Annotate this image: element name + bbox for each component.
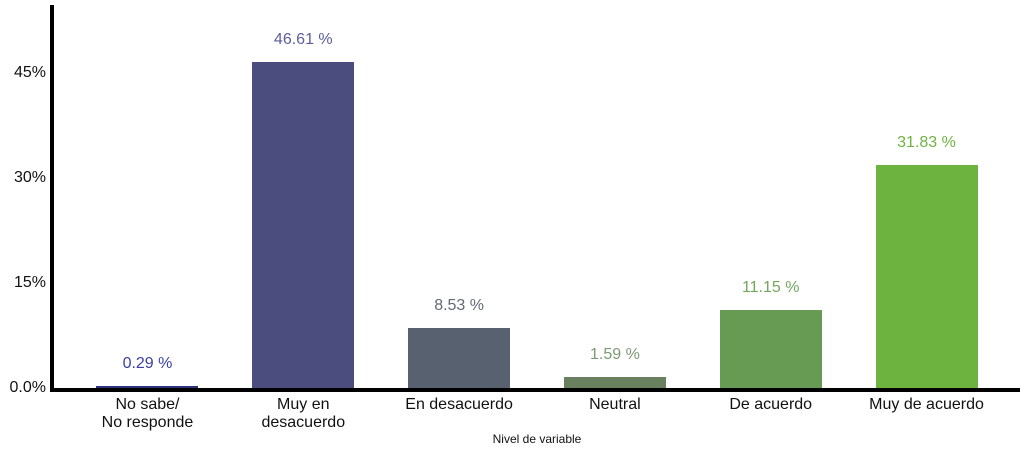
bar-value-label: 1.59 % [589, 345, 640, 363]
bar-value-label: 46.61 % [273, 30, 333, 48]
bar-neutral [563, 376, 666, 388]
x-category-label-line: desacuerdo [261, 414, 346, 431]
y-tick-label: 30% [13, 168, 46, 186]
y-tick-label: 15% [13, 273, 46, 291]
x-category-label-line: De acuerdo [729, 396, 813, 413]
x-category-label-line: No sabe/ [115, 396, 180, 413]
bar-value-label: 0.29 % [122, 354, 173, 372]
x-category-label-line: Muy de acuerdo [869, 396, 984, 413]
x-category-label-en-desacuerdo: En desacuerdo [381, 396, 537, 414]
y-tick-label: 45% [13, 63, 46, 81]
x-category-label-neutral: Neutral [537, 396, 693, 414]
x-category-label-de-acuerdo: De acuerdo [693, 396, 849, 414]
bar-muy-de-acuerdo [875, 165, 978, 388]
bar-value-label: 11.15 % [741, 278, 800, 296]
x-category-label-muy-en-desacuerdo: Muy en desacuerdo [225, 396, 381, 432]
x-category-label-line: En desacuerdo [405, 396, 513, 413]
x-category-label-line: Muy en [277, 396, 330, 413]
bar-no-sabe-no-responde [96, 385, 199, 388]
x-category-label-muy-de-acuerdo: Muy de acuerdo [849, 396, 1005, 414]
x-category-label-no-sabe-no-responde: No sabe/No responde [69, 396, 225, 432]
y-tick-label: 0.0% [9, 379, 46, 396]
bar-en-desacuerdo [408, 328, 511, 388]
x-axis-line [50, 388, 1020, 392]
y-axis-line [50, 5, 54, 392]
x-category-label-line: No responde [101, 414, 194, 431]
bar-value-label: 8.53 % [434, 297, 484, 315]
x-category-label-line: Neutral [589, 396, 641, 413]
x-axis-title: Nivel de variable [492, 432, 582, 446]
bar-muy-en-desacuerdo [252, 61, 355, 388]
bar-value-label: 31.83 % [897, 134, 956, 152]
bar-de-acuerdo [719, 309, 822, 388]
